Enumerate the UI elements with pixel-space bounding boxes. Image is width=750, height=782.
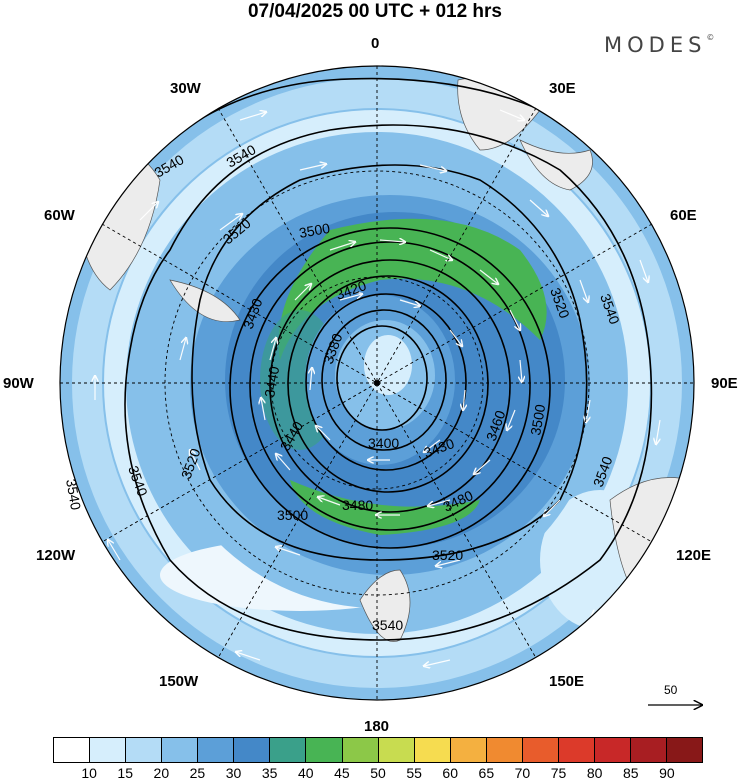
contour-label: 3440 — [261, 365, 282, 399]
wind-reference-label: 50 — [664, 683, 678, 697]
contour-label: 3500 — [527, 403, 548, 437]
colorbar-tick-label: 85 — [622, 765, 639, 781]
colorbar-tick-label: 90 — [659, 765, 675, 781]
colorbar-swatch — [198, 738, 235, 762]
lon-label-60w: 60W — [44, 207, 75, 224]
colorbar-tick-label: 70 — [514, 765, 531, 781]
globe-border — [59, 65, 695, 701]
colorbar-tick-label: 10 — [81, 765, 97, 781]
colorbar-swatch — [522, 738, 559, 762]
colorbar-swatch — [486, 738, 523, 762]
brand-text: MODES — [604, 33, 707, 57]
colorbar-tick-label: 45 — [334, 765, 350, 781]
lon-label-150e: 150E — [549, 673, 585, 690]
lon-label-150w: 150W — [159, 673, 199, 690]
contour-label: 3500 — [277, 507, 308, 523]
colorbar-swatch — [306, 738, 343, 762]
colorbar-tick-label: 60 — [442, 765, 459, 781]
map-title: 07/04/2025 00 UTC + 012 hrs — [247, 1, 503, 22]
graticule — [60, 66, 694, 700]
lon-label-120e: 120E — [676, 547, 712, 564]
colorbar — [53, 737, 703, 763]
colorbar-tick-label: 80 — [586, 765, 603, 781]
north-pole-marker — [374, 380, 380, 386]
colorbar-tick-label: 25 — [189, 765, 206, 781]
colorbar-swatch — [162, 738, 199, 762]
colorbar-tick-label: 65 — [478, 765, 495, 781]
colorbar-tick-label: 50 — [370, 765, 386, 781]
lon-label-30e: 30E — [549, 80, 576, 97]
brand-logo: MODES© — [604, 33, 714, 57]
contour-label: 3540 — [63, 478, 84, 512]
colorbar-swatch — [90, 738, 127, 762]
lon-label-120w: 120W — [36, 547, 76, 564]
colorbar-tick-label: 35 — [261, 765, 278, 781]
colorbar-tick-label: 15 — [117, 765, 134, 781]
colorbar-tick-label: 40 — [297, 765, 314, 781]
colorbar-swatch — [450, 738, 487, 762]
copyright-mark: © — [706, 33, 715, 42]
colorbar-swatch — [378, 738, 415, 762]
lon-label-0: 0 — [371, 35, 380, 52]
colorbar-swatch — [631, 738, 668, 762]
colorbar-swatch — [558, 738, 595, 762]
colorbar-tick-label: 20 — [153, 765, 170, 781]
lon-label-90w: 90W — [3, 375, 34, 392]
colorbar-swatch — [270, 738, 307, 762]
colorbar-tick-label: 55 — [406, 765, 422, 781]
lon-label-90e: 90E — [711, 375, 738, 392]
contour-label: 3520 — [432, 547, 463, 563]
contour-label: 3480 — [342, 497, 373, 513]
contour-label: 3540 — [372, 617, 403, 633]
lon-label-30w: 30W — [170, 80, 201, 97]
contour-label: 3400 — [368, 435, 399, 451]
colorbar-swatch — [342, 738, 379, 762]
lon-label-180: 180 — [364, 718, 390, 735]
colorbar-tick-label: 75 — [550, 765, 567, 781]
lon-label-60e: 60E — [670, 207, 697, 224]
colorbar-tick-label: 30 — [225, 765, 242, 781]
colorbar-swatch — [414, 738, 451, 762]
colorbar-swatch — [667, 738, 703, 762]
colorbar-swatch — [54, 738, 91, 762]
colorbar-swatch — [594, 738, 631, 762]
colorbar-swatch — [234, 738, 271, 762]
colorbar-swatch — [126, 738, 163, 762]
colorbar-labels: 10 15 20 25 30 35 40 45 50 55 60 65 70 75 80 85 90 — [53, 765, 703, 781]
contour-label: 3500 — [298, 220, 332, 241]
